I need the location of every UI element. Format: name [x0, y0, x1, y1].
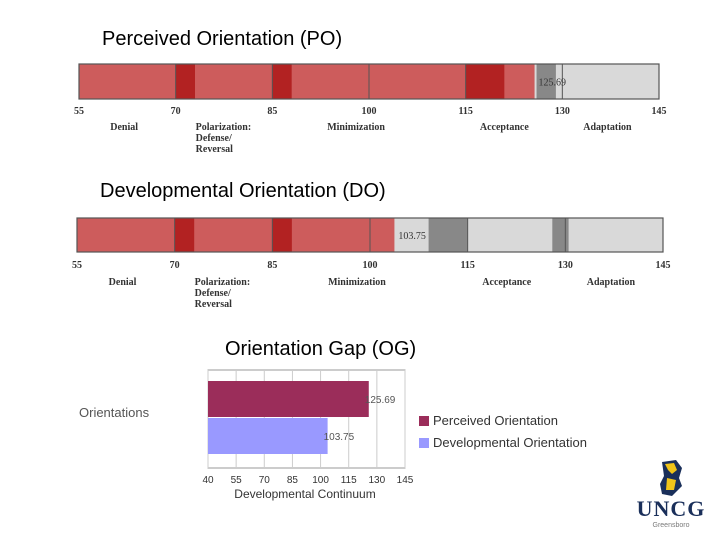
po-tick-label: 115: [458, 106, 472, 117]
po-tick-label: 145: [652, 106, 667, 117]
og-xlabel: Developmental Continuum: [234, 487, 375, 501]
po-score-fill: [79, 64, 535, 99]
po-score-bar: [536, 64, 556, 99]
do-gray-band: [428, 218, 468, 252]
do-dark-band: [272, 218, 292, 252]
og-tick-label: 85: [287, 475, 299, 486]
og-tick-label: 115: [341, 475, 357, 486]
do-stage-label: Adaptation: [587, 277, 636, 288]
do-title: Developmental Orientation (DO): [100, 180, 386, 202]
do-tick-label: 145: [656, 260, 671, 271]
po-dark-band: [175, 64, 195, 99]
po-frame: [78, 63, 660, 100]
po-title: Perceived Orientation (PO): [102, 28, 343, 50]
do-tick-label: 55: [72, 260, 82, 271]
og-bar: [208, 418, 328, 454]
og-legend-swatch: [419, 416, 429, 426]
do-gray-band: [552, 218, 569, 252]
po-tick-label: 85: [267, 106, 277, 117]
logo-subtitle: Greensboro: [652, 522, 690, 529]
og-tick-label: 70: [259, 475, 271, 486]
uncg-logo: UNCG Greensboro: [632, 458, 710, 534]
po-stage-label: Minimization: [327, 122, 385, 133]
og-category-label: Orientations: [79, 405, 150, 420]
og-bar-label: 103.75: [324, 432, 355, 443]
og-tick-label: 40: [202, 475, 214, 486]
po-tick-label: 70: [171, 106, 181, 117]
do-score-fill: [77, 218, 395, 252]
po-score-label: 125.69: [539, 78, 567, 89]
do-stage-label: Minimization: [328, 277, 386, 288]
og-legend-label: Developmental Orientation: [433, 435, 587, 450]
po-tick-label: 100: [362, 106, 377, 117]
og-tick-label: 55: [231, 475, 243, 486]
do-stage-label: Denial: [109, 277, 137, 288]
logo-wordmark: UNCG: [636, 496, 706, 521]
po-dark-band: [272, 64, 292, 99]
do-stage-label: Polarization: Defense/Reversal: [195, 277, 251, 310]
spartan-head-icon: [660, 460, 682, 496]
do-tick-label: 100: [363, 260, 378, 271]
og-tick-label: 130: [369, 475, 386, 486]
po-dark-band: [465, 64, 505, 99]
do-tick-label: 70: [170, 260, 180, 271]
po-stage-label: Adaptation: [583, 122, 632, 133]
og-tick-label: 100: [312, 475, 329, 486]
do-tick-label: 115: [460, 260, 474, 271]
do-tick-label: 85: [267, 260, 277, 271]
og-legend-swatch: [419, 438, 429, 448]
og-legend-label: Perceived Orientation: [433, 413, 558, 428]
po-stage-label: Polarization: Defense/Reversal: [196, 122, 252, 155]
do-dark-band: [174, 218, 195, 252]
po-stage-label: Acceptance: [480, 122, 529, 133]
do-stage-label: Acceptance: [482, 277, 531, 288]
og-bar: [208, 381, 369, 417]
po-tick-label: 130: [555, 106, 570, 117]
po-tick-label: 55: [74, 106, 84, 117]
og-tick-label: 145: [397, 475, 414, 486]
do-tick-label: 130: [558, 260, 573, 271]
do-score-label: 103.75: [398, 231, 426, 242]
po-stage-label: Denial: [110, 122, 138, 133]
do-frame: [76, 217, 664, 253]
og-title: Orientation Gap (OG): [225, 338, 417, 360]
og-bar-label: 125.69: [365, 395, 396, 406]
